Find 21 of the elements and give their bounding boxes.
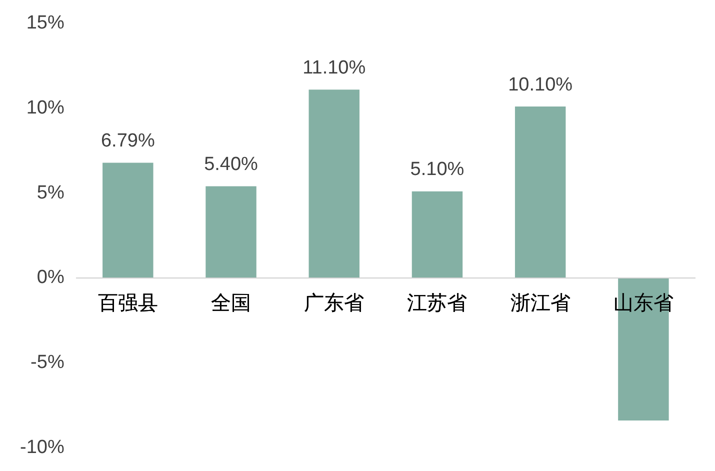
data-label: 5.10% xyxy=(410,159,464,180)
bar xyxy=(412,191,463,278)
bar xyxy=(308,90,360,278)
data-label: 10.10% xyxy=(508,74,573,96)
bar xyxy=(206,186,256,278)
data-label: 11.10% xyxy=(302,57,366,78)
y-tick-label: 10% xyxy=(26,97,64,118)
y-tick-label: 15% xyxy=(26,12,64,34)
bar xyxy=(514,106,566,278)
y-tick-label: -5% xyxy=(30,352,64,373)
x-tick-label: 百强县 xyxy=(98,292,158,314)
y-tick-label: -10% xyxy=(20,436,64,458)
x-tick-label: 全国 xyxy=(211,292,252,314)
bar xyxy=(102,162,154,278)
y-tick-label: 5% xyxy=(36,182,64,204)
x-tick-label: 浙江省 xyxy=(510,292,570,314)
data-label: 5.40% xyxy=(204,154,258,176)
x-tick-label: 江苏省 xyxy=(407,292,468,314)
y-tick-label: 0% xyxy=(36,267,64,288)
data-label: 6.79% xyxy=(100,130,155,152)
x-tick-label: 广东省 xyxy=(304,292,364,314)
